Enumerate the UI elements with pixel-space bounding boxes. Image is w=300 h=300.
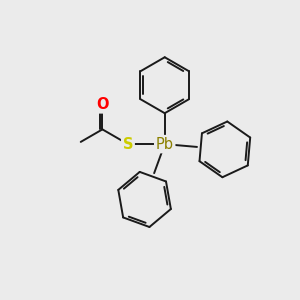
Text: O: O: [96, 97, 109, 112]
Text: S: S: [123, 136, 133, 152]
Text: Pb: Pb: [156, 136, 174, 152]
